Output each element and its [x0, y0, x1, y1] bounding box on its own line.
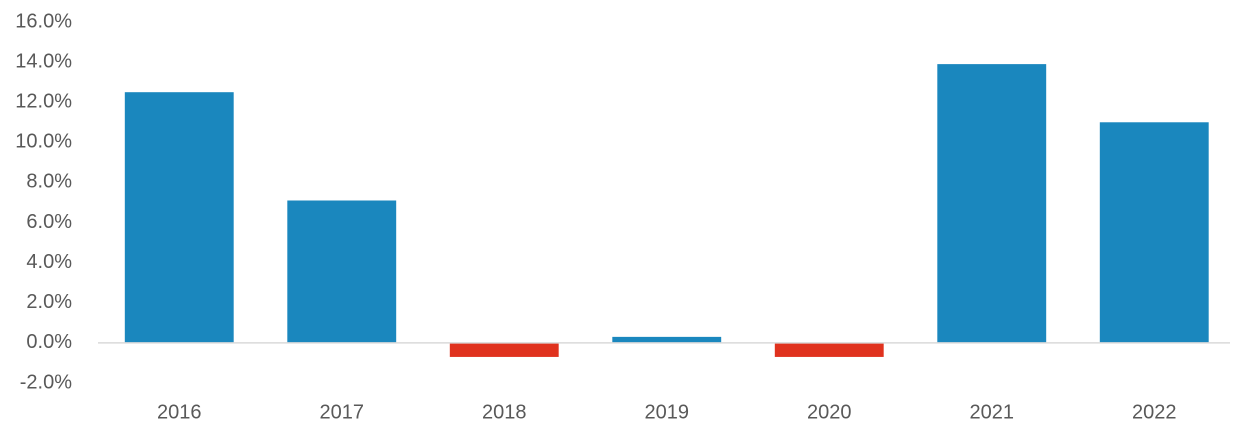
- bar: [612, 336, 722, 343]
- x-tick-label: 2017: [320, 401, 365, 423]
- y-tick-label: 14.0%: [15, 50, 72, 72]
- y-tick-label: 2.0%: [26, 291, 72, 313]
- bar: [1099, 122, 1209, 343]
- y-tick-label: 10.0%: [15, 131, 72, 153]
- y-tick-label: 8.0%: [26, 171, 72, 193]
- x-tick-label: 2018: [482, 401, 527, 423]
- x-tick-label: 2021: [970, 401, 1015, 423]
- bar: [287, 200, 397, 343]
- x-tick-label: 2019: [645, 401, 690, 423]
- x-tick-label: 2020: [807, 401, 852, 423]
- bar: [124, 92, 234, 343]
- y-tick-label: 12.0%: [15, 91, 72, 113]
- y-tick-label: -2.0%: [20, 371, 72, 393]
- x-tick-label: 2022: [1132, 401, 1177, 423]
- bar: [774, 342, 884, 357]
- bar: [449, 342, 559, 357]
- x-tick-label: 2016: [157, 401, 202, 423]
- bar: [937, 64, 1047, 343]
- y-tick-label: 16.0%: [15, 10, 72, 32]
- y-tick-label: 4.0%: [26, 251, 72, 273]
- y-tick-label: 0.0%: [26, 331, 72, 353]
- y-tick-label: 6.0%: [26, 211, 72, 233]
